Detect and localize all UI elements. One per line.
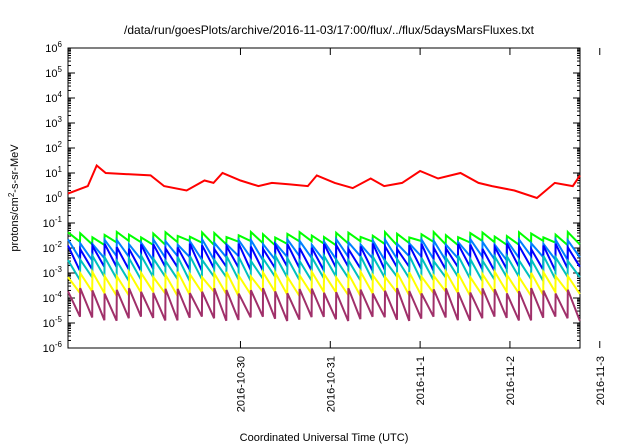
x-axis-label: Coordinated Universal Time (UTC): [240, 432, 409, 444]
y-tick-label: 106: [45, 40, 62, 55]
y-tick-label: 100: [45, 190, 62, 205]
x-tick-label: 2016-11-2: [505, 356, 517, 405]
y-tick-label: 101: [45, 165, 62, 180]
chart-title: /data/run/goesPlots/archive/2016-11-03/1…: [124, 23, 535, 37]
y-label-prefix: protons/cm: [9, 197, 21, 251]
y-tick-label: 104: [45, 90, 62, 105]
y-label-sup: 2: [7, 192, 16, 197]
y-tick-label: 102: [45, 140, 62, 155]
y-tick-label: 10-4: [43, 290, 63, 305]
series-line: [67, 163, 581, 200]
x-axis: 2016-10-30 2016-10-31 2016-11-1 2016-11-2 20…: [235, 48, 607, 412]
series-line: [67, 267, 581, 300]
x-tick-label: 2016-10-30: [235, 356, 247, 412]
x-tick-label: 2016-11-3: [595, 356, 607, 405]
y-tick-label: 103: [45, 115, 62, 130]
y-tick-label: 10-3: [43, 265, 63, 280]
y-tick-label: 10-6: [43, 340, 63, 355]
x-tick-label: 2016-11-1: [415, 356, 427, 405]
y-tick-label: 10-2: [43, 240, 63, 255]
y-tick-label: 105: [45, 65, 62, 80]
series-line: [67, 287, 581, 322]
y-tick-label: 10-5: [43, 315, 63, 330]
x-tick-label: 2016-10-31: [325, 356, 337, 412]
y-axis-label: protons/cm2-s-sr-MeV: [7, 144, 21, 252]
series-layer: [67, 163, 581, 322]
y-tick-label: 10-1: [43, 215, 63, 230]
y-label-suffix: -s-sr-MeV: [9, 144, 21, 193]
